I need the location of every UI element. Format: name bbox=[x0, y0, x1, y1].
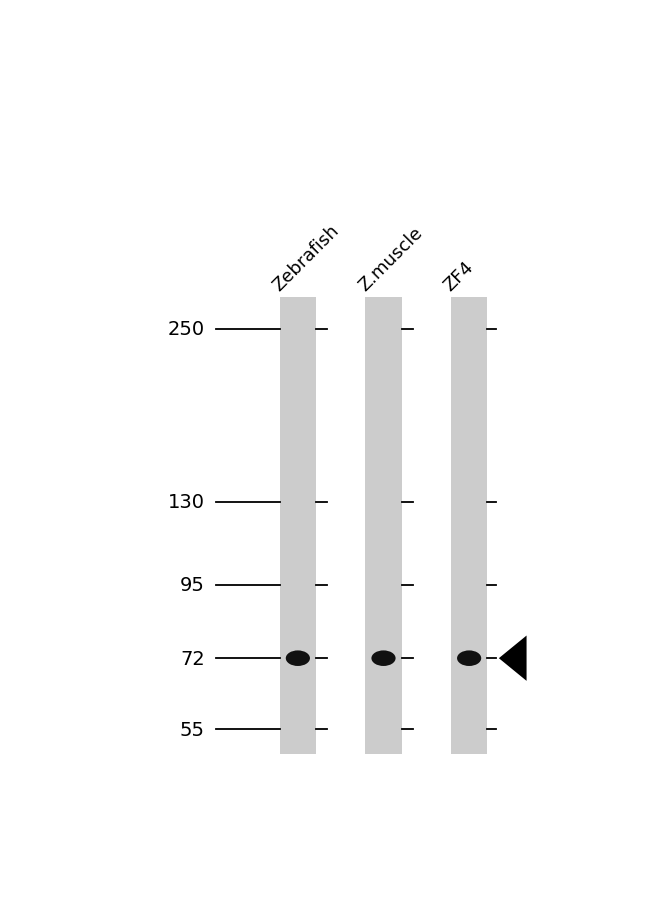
Text: 72: 72 bbox=[180, 649, 205, 668]
Text: 130: 130 bbox=[168, 493, 205, 512]
Text: Z.muscle: Z.muscle bbox=[355, 223, 426, 294]
Polygon shape bbox=[499, 636, 526, 681]
Ellipse shape bbox=[286, 651, 310, 666]
Bar bbox=[451, 298, 488, 754]
Bar bbox=[280, 298, 316, 754]
Text: Zebrafish: Zebrafish bbox=[270, 221, 343, 294]
Ellipse shape bbox=[371, 651, 396, 666]
Bar bbox=[365, 298, 402, 754]
Text: ZF4: ZF4 bbox=[441, 257, 478, 294]
Text: 250: 250 bbox=[168, 320, 205, 339]
Ellipse shape bbox=[457, 651, 481, 666]
Text: 95: 95 bbox=[180, 575, 205, 595]
Text: 55: 55 bbox=[179, 720, 205, 739]
